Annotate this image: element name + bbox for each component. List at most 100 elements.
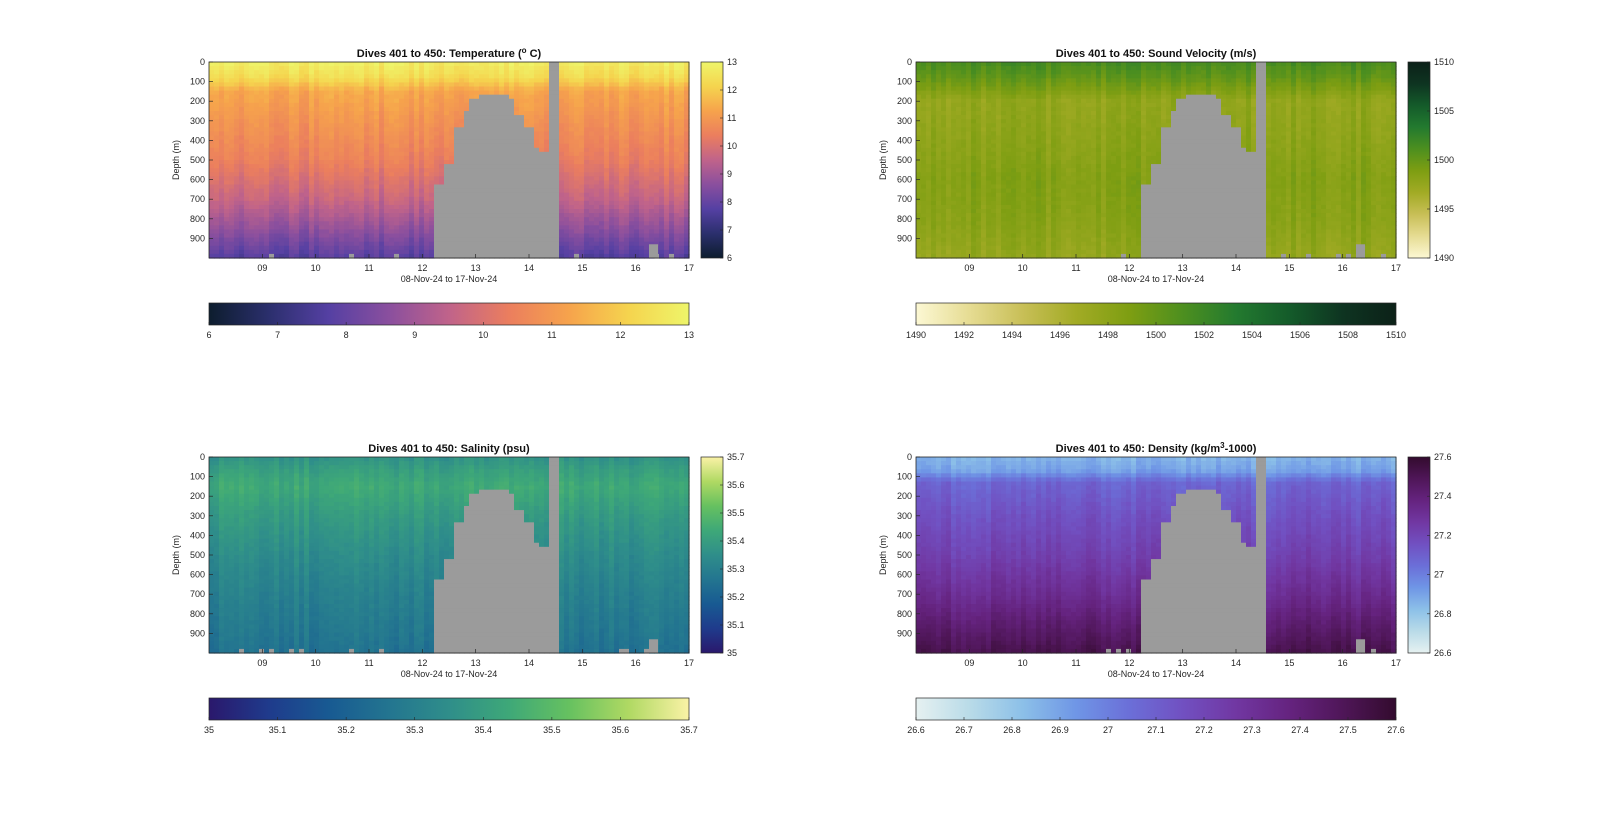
heatmap-cell <box>931 131 937 136</box>
heatmap-cell <box>674 221 680 226</box>
heatmap-cell <box>599 103 605 108</box>
heatmap-cell <box>634 87 640 92</box>
heatmap-cell <box>359 185 365 190</box>
heatmap-cell <box>549 119 555 124</box>
heatmap-cell <box>644 168 650 173</box>
heatmap-cell <box>529 201 535 206</box>
heatmap-cell <box>429 140 435 145</box>
heatmap-cell <box>494 205 500 210</box>
heatmap-cell <box>634 238 640 243</box>
heatmap-cell <box>319 234 325 239</box>
heatmap-cell <box>926 172 932 177</box>
heatmap-cell <box>454 131 460 136</box>
heatmap-cell <box>284 123 290 128</box>
heatmap-cell <box>464 209 470 214</box>
panel-sound_velocity: Dives 401 to 450: Sound Velocity (m/s)01… <box>878 48 1454 340</box>
heatmap-cell <box>931 225 937 230</box>
heatmap-cell <box>664 164 670 169</box>
heatmap-cell <box>434 70 440 75</box>
heatmap-cell <box>264 140 270 145</box>
heatmap-cell <box>664 74 670 79</box>
heatmap-cell <box>629 74 635 79</box>
heatmap-cell <box>404 238 410 243</box>
heatmap-cell <box>364 209 370 214</box>
heatmap-cell <box>299 131 305 136</box>
heatmap-cell <box>629 103 635 108</box>
heatmap-cell <box>259 62 265 67</box>
heatmap-cell <box>599 91 605 96</box>
heatmap-cell <box>629 221 635 226</box>
heatmap-cell <box>574 213 580 218</box>
heatmap-cell <box>524 193 530 198</box>
heatmap-cell <box>394 238 400 243</box>
heatmap-cell <box>599 176 605 181</box>
heatmap-cell <box>419 152 425 157</box>
heatmap-cell <box>394 213 400 218</box>
heatmap-cell <box>419 115 425 120</box>
heatmap-cell <box>619 205 625 210</box>
heatmap-cell <box>359 62 365 67</box>
heatmap-cell <box>599 66 605 71</box>
heatmap-cell <box>594 136 600 141</box>
heatmap-cell <box>444 99 450 104</box>
heatmap-cell <box>319 213 325 218</box>
heatmap-cell <box>319 115 325 120</box>
heatmap-cell <box>594 168 600 173</box>
heatmap-cell <box>449 164 455 169</box>
heatmap-cell <box>579 189 585 194</box>
heatmap-cell <box>569 74 575 79</box>
heatmap-cell <box>514 172 520 177</box>
heatmap-cell <box>649 160 655 165</box>
heatmap-cell <box>319 66 325 71</box>
heatmap-cell <box>379 201 385 206</box>
heatmap-cell <box>369 91 375 96</box>
heatmap-cell <box>229 103 235 108</box>
heatmap-cell <box>274 242 280 247</box>
heatmap-cell <box>429 250 435 255</box>
heatmap-cell <box>469 136 475 141</box>
heatmap-cell <box>289 82 295 87</box>
heatmap-cell <box>254 62 260 67</box>
heatmap-cell <box>379 103 385 108</box>
heatmap-cell <box>579 136 585 141</box>
heatmap-cell <box>454 225 460 230</box>
heatmap-cell <box>314 209 320 214</box>
heatmap-cell <box>594 217 600 222</box>
heatmap-cell <box>364 238 370 243</box>
heatmap-cell <box>304 238 310 243</box>
heatmap-cell <box>264 82 270 87</box>
heatmap-cell <box>559 103 565 108</box>
heatmap-cell <box>319 209 325 214</box>
heatmap-cell <box>389 95 395 100</box>
heatmap-cell <box>254 127 260 132</box>
heatmap-cell <box>439 250 445 255</box>
heatmap-cell <box>644 152 650 157</box>
heatmap-cell <box>394 246 400 251</box>
heatmap-cell <box>354 152 360 157</box>
heatmap-cell <box>504 250 510 255</box>
heatmap-cell <box>936 99 942 104</box>
heatmap-cell <box>559 87 565 92</box>
heatmap-cell <box>309 180 315 185</box>
heatmap-cell <box>379 185 385 190</box>
heatmap-cell <box>384 205 390 210</box>
heatmap-cell <box>916 172 922 177</box>
heatmap-cell <box>624 205 630 210</box>
heatmap-cell <box>314 189 320 194</box>
heatmap-cell <box>359 213 365 218</box>
heatmap-cell <box>931 70 937 75</box>
heatmap-cell <box>459 238 465 243</box>
heatmap-cell <box>314 78 320 83</box>
heatmap-cell <box>324 62 330 67</box>
heatmap-cell <box>574 123 580 128</box>
heatmap-cell <box>544 119 550 124</box>
heatmap-cell <box>931 95 937 100</box>
heatmap-cell <box>359 95 365 100</box>
heatmap-cell <box>931 238 937 243</box>
heatmap-cell <box>309 82 315 87</box>
heatmap-cell <box>294 217 300 222</box>
heatmap-cell <box>349 62 355 67</box>
heatmap-cell <box>294 131 300 136</box>
heatmap-cell <box>274 238 280 243</box>
heatmap-cell <box>344 238 350 243</box>
